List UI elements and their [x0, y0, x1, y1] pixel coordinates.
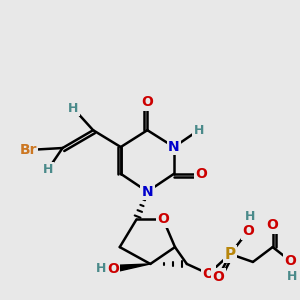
Text: H: H — [68, 102, 79, 115]
Text: O: O — [196, 167, 208, 181]
Text: P: P — [225, 247, 236, 262]
Text: O: O — [141, 95, 153, 110]
Text: O: O — [107, 262, 119, 276]
Text: N: N — [168, 140, 180, 154]
Text: H: H — [43, 163, 53, 176]
Text: O: O — [157, 212, 169, 226]
Text: H: H — [287, 270, 298, 283]
Text: O: O — [212, 270, 224, 284]
Text: H: H — [245, 210, 255, 223]
Polygon shape — [112, 264, 150, 272]
Text: Br: Br — [19, 143, 37, 157]
Text: N: N — [142, 184, 153, 199]
Text: H: H — [194, 124, 204, 137]
Text: O: O — [202, 267, 214, 281]
Text: H: H — [96, 262, 106, 275]
Text: O: O — [242, 224, 254, 238]
Text: O: O — [267, 218, 279, 232]
Text: O: O — [284, 254, 296, 268]
